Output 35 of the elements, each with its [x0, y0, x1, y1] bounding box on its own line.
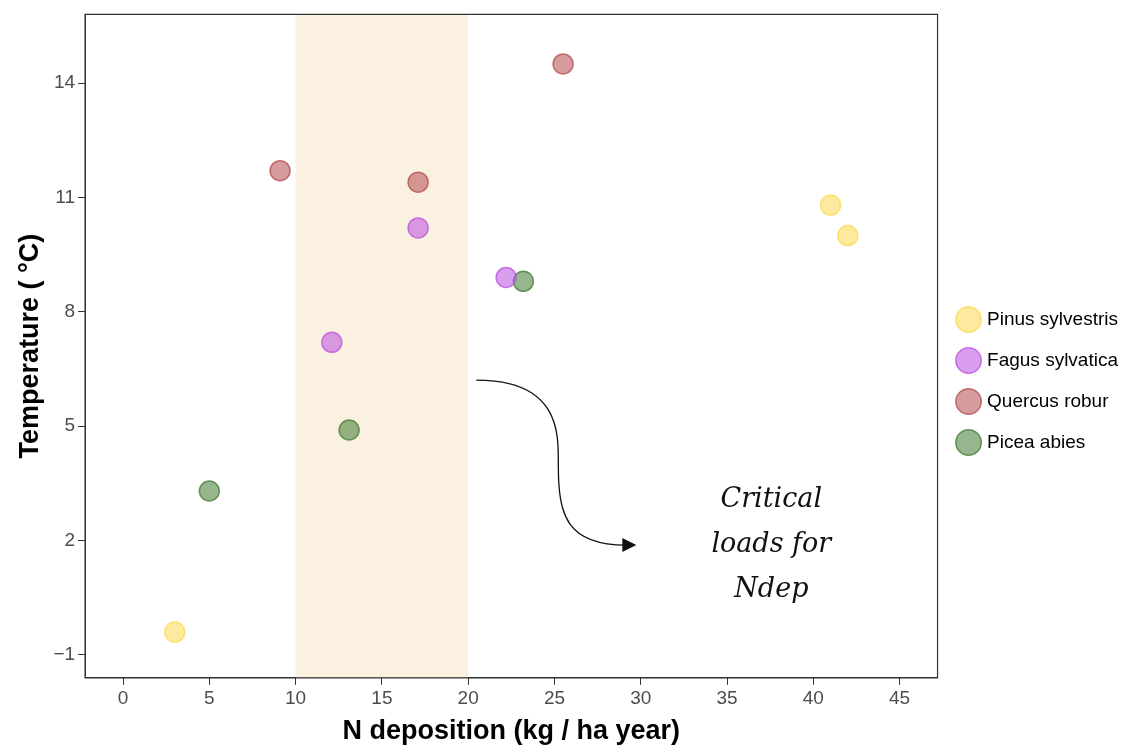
y-tick-label: 8	[64, 300, 76, 322]
point	[552, 53, 574, 75]
x-tick-label: 30	[630, 687, 652, 709]
point	[495, 266, 517, 289]
x-tick-label: 45	[889, 687, 911, 709]
x-tick-label: 5	[204, 687, 215, 709]
x-tick-label: 10	[285, 687, 307, 709]
x-axis-title: N deposition (kg / ha year)	[342, 715, 681, 746]
annotation: Critical loads for Ndep	[711, 482, 834, 604]
point	[837, 224, 859, 247]
y-tick-label: −1	[53, 643, 76, 665]
point	[321, 331, 343, 354]
point	[819, 194, 842, 216]
x-tick-label: 40	[802, 687, 824, 709]
y-tick-label: 5	[64, 414, 76, 436]
y-tick-label: 2	[64, 528, 76, 550]
legend-label: Pinus sylvestris	[987, 307, 1118, 329]
point	[338, 419, 360, 441]
legend-label: Quercus robur	[987, 389, 1110, 411]
legend-label: Picea abies	[987, 430, 1086, 452]
point	[512, 270, 535, 293]
legend-label: Fagus sylvatica	[987, 348, 1119, 370]
x-tick-label: 20	[457, 687, 479, 709]
point	[269, 159, 291, 182]
y-tick-label: 11	[55, 185, 76, 207]
x-tick-label: 35	[716, 687, 738, 709]
point	[407, 171, 429, 193]
x-tick-label: 0	[117, 687, 129, 709]
point	[198, 480, 221, 502]
point	[164, 621, 186, 643]
y-tick-label: 14	[53, 71, 76, 93]
x-tick-label: 15	[371, 687, 393, 709]
y-axis-title: Temperature ( °C)	[13, 233, 44, 459]
x-tick-label: 25	[543, 687, 566, 709]
point	[407, 217, 429, 239]
